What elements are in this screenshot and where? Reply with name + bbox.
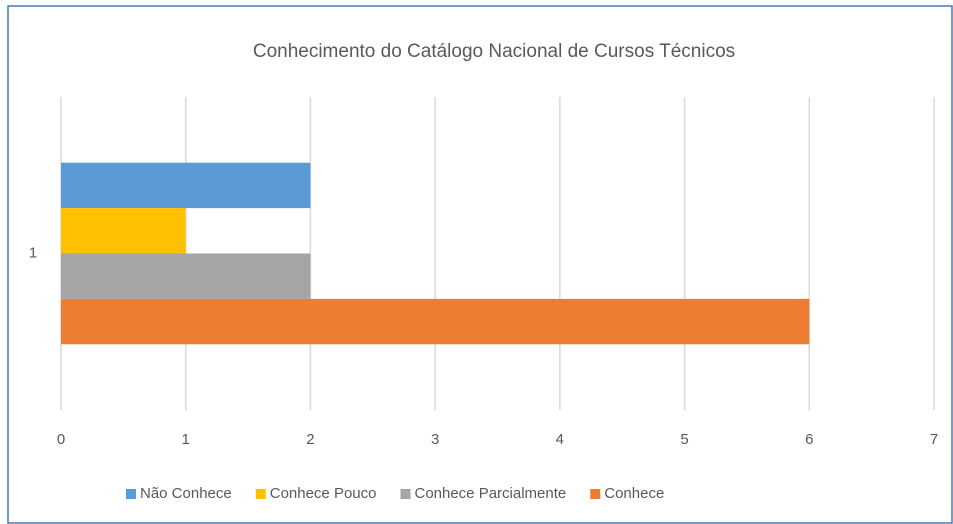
x-tick-label: 1 <box>182 431 190 448</box>
x-tick-label: 5 <box>680 431 688 448</box>
legend-swatch <box>126 489 136 499</box>
x-tick-label: 3 <box>431 431 439 448</box>
bar <box>61 162 311 209</box>
legend-label: Não Conhece <box>140 485 232 502</box>
bar <box>61 298 810 345</box>
legend-label: Conhece Pouco <box>270 485 377 502</box>
legend-swatch <box>255 489 266 499</box>
legend-label: Conhece <box>604 485 664 502</box>
legend-swatch <box>400 489 411 499</box>
bar <box>61 253 311 299</box>
x-tick-label: 6 <box>805 431 813 448</box>
x-tick-label: 2 <box>306 431 314 448</box>
legend-swatch <box>590 489 601 499</box>
x-tick-label: 0 <box>57 431 65 448</box>
y-tick-label: 1 <box>29 244 37 261</box>
x-tick-label: 4 <box>556 431 564 448</box>
legend-label: Conhece Parcialmente <box>414 485 566 502</box>
x-tick-label: 7 <box>930 431 938 448</box>
chart-title: Conhecimento do Catálogo Nacional de Cur… <box>253 41 735 62</box>
bar <box>61 208 186 254</box>
